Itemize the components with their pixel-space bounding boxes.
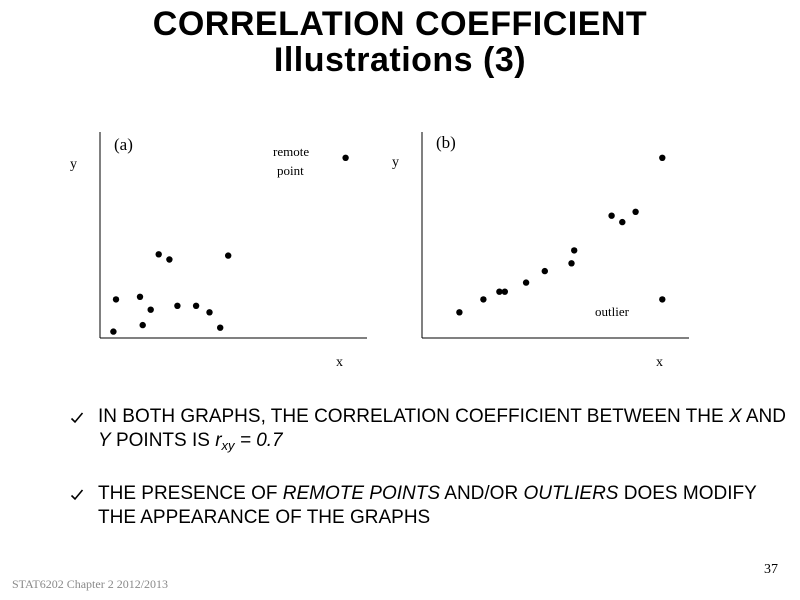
data-point	[568, 260, 575, 267]
data-point	[571, 247, 578, 254]
data-point	[480, 296, 487, 303]
page-number: 37	[764, 562, 778, 577]
bullet-text: THE PRESENCE OF REMOTE POINTS AND/OR OUT…	[98, 483, 756, 528]
data-point	[619, 218, 626, 226]
scatter-chart-a: (a) y x remote point	[70, 132, 367, 370]
slide-title-line-2: Illustrations (3)	[273, 41, 527, 79]
annotation-remote: remote	[273, 144, 309, 159]
data-point	[192, 302, 200, 309]
data-point	[112, 296, 120, 303]
data-point	[110, 328, 117, 335]
text-run: AND/OR	[440, 483, 524, 504]
data-point	[136, 293, 144, 300]
points-group	[456, 154, 666, 316]
data-point	[342, 154, 349, 161]
data-point	[501, 288, 508, 295]
data-point	[659, 296, 666, 303]
text-run: DOES MODIFY THE APPEARANCE OF THE GRAPHS	[98, 483, 757, 528]
bullet-list: IN BOTH GRAPHS, THE CORRELATION COEFFICI…	[66, 405, 796, 530]
data-point	[155, 251, 162, 258]
data-point	[217, 324, 224, 331]
r-value: = 0.7	[234, 430, 283, 451]
slide-title-line-1: CORRELATION COEFFICIENT	[152, 5, 648, 43]
text-run: IN BOTH GRAPHS, THE CORRELATION COEFFICI…	[98, 406, 729, 427]
data-point	[456, 309, 463, 316]
data-point	[608, 212, 615, 219]
text-run-italic: X	[728, 406, 742, 427]
data-point	[166, 256, 173, 263]
points-group	[110, 154, 349, 335]
text-run: THE PRESENCE OF	[98, 483, 283, 504]
panel-label: (b)	[436, 133, 456, 152]
data-point	[659, 154, 666, 161]
x-axis-label: x	[336, 355, 343, 370]
footer-text: STAT6202 Chapter 2 2012/2013	[12, 577, 169, 591]
data-point	[225, 252, 232, 259]
slide-title: CORRELATION COEFFICIENT Illustrations (3…	[0, 6, 800, 78]
x-axis-label: x	[656, 355, 663, 370]
checkmark-icon	[70, 412, 84, 424]
y-axis-label: y	[392, 155, 399, 170]
text-run-italic: REMOTE POINTS	[282, 483, 441, 504]
data-point	[206, 309, 213, 316]
bullet-text: IN BOTH GRAPHS, THE CORRELATION COEFFICI…	[98, 406, 786, 453]
data-point	[147, 306, 154, 313]
data-point	[174, 302, 181, 309]
r-symbol: r	[215, 430, 222, 451]
data-point	[496, 288, 503, 295]
r-subscript: xy	[221, 438, 235, 453]
y-axis-label: y	[70, 157, 77, 172]
data-point	[632, 208, 639, 215]
scatter-chart-b: (b) y x outlier	[392, 132, 689, 370]
data-point	[139, 321, 146, 329]
text-run: POINTS IS	[110, 430, 216, 451]
bullet-item-outliers: THE PRESENCE OF REMOTE POINTS AND/OR OUT…	[66, 482, 796, 530]
annotation-outlier: outlier	[595, 304, 630, 319]
panel-label: (a)	[114, 135, 133, 154]
text-run-italic: Y	[98, 430, 111, 451]
bullet-item-correlation: IN BOTH GRAPHS, THE CORRELATION COEFFICI…	[66, 405, 796, 458]
data-point	[522, 279, 530, 286]
annotation-point: point	[277, 163, 304, 178]
text-run: AND	[741, 406, 786, 427]
checkmark-icon	[70, 489, 84, 501]
data-point	[541, 267, 548, 275]
text-run-italic: OUTLIERS	[523, 483, 619, 504]
